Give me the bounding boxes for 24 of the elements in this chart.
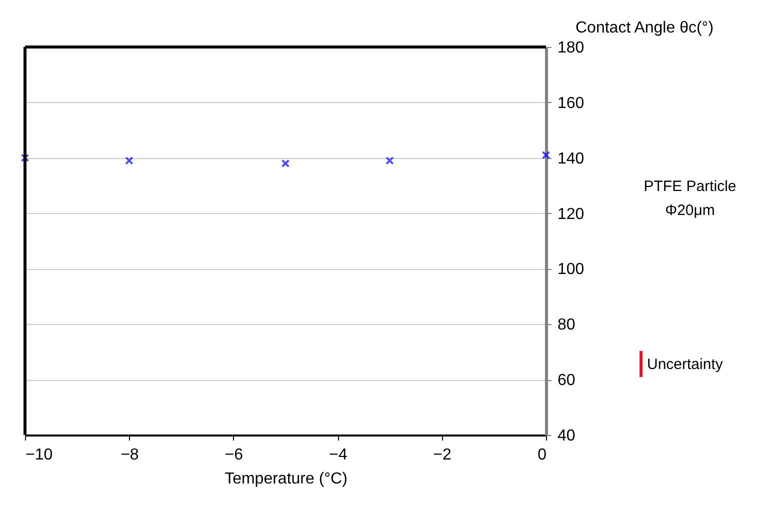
text: PTFE Particle	[644, 178, 736, 195]
x-tick-label: −10	[26, 446, 53, 464]
y-axis-title: Contact Angle θc(°)	[576, 20, 714, 36]
point	[542, 150, 550, 160]
point	[20, 154, 30, 162]
y-tick-label: 80	[558, 316, 576, 334]
y-tick-label: 160	[558, 94, 584, 112]
x-axis-title: Temperature (°C)	[224, 470, 348, 488]
text: Uncertainty	[647, 356, 724, 373]
point	[281, 159, 290, 168]
y-tick-label: 40	[558, 428, 576, 444]
x-tick-label: −2	[433, 446, 452, 464]
x-tick-label: −4	[328, 446, 348, 464]
x-tick-label: −6	[224, 446, 244, 464]
y-tick-label: 60	[558, 372, 576, 390]
x-tick-label: 0	[538, 446, 547, 464]
y-tick-label: 180	[558, 40, 584, 56]
text: Φ20μm	[665, 202, 715, 219]
y-tick-label: 120	[558, 206, 584, 223]
y-tick-label: 100	[558, 261, 584, 278]
point	[386, 156, 394, 165]
x-tick-label: −8	[120, 446, 139, 464]
y-tick-label: 140	[558, 150, 584, 168]
point	[125, 156, 134, 165]
